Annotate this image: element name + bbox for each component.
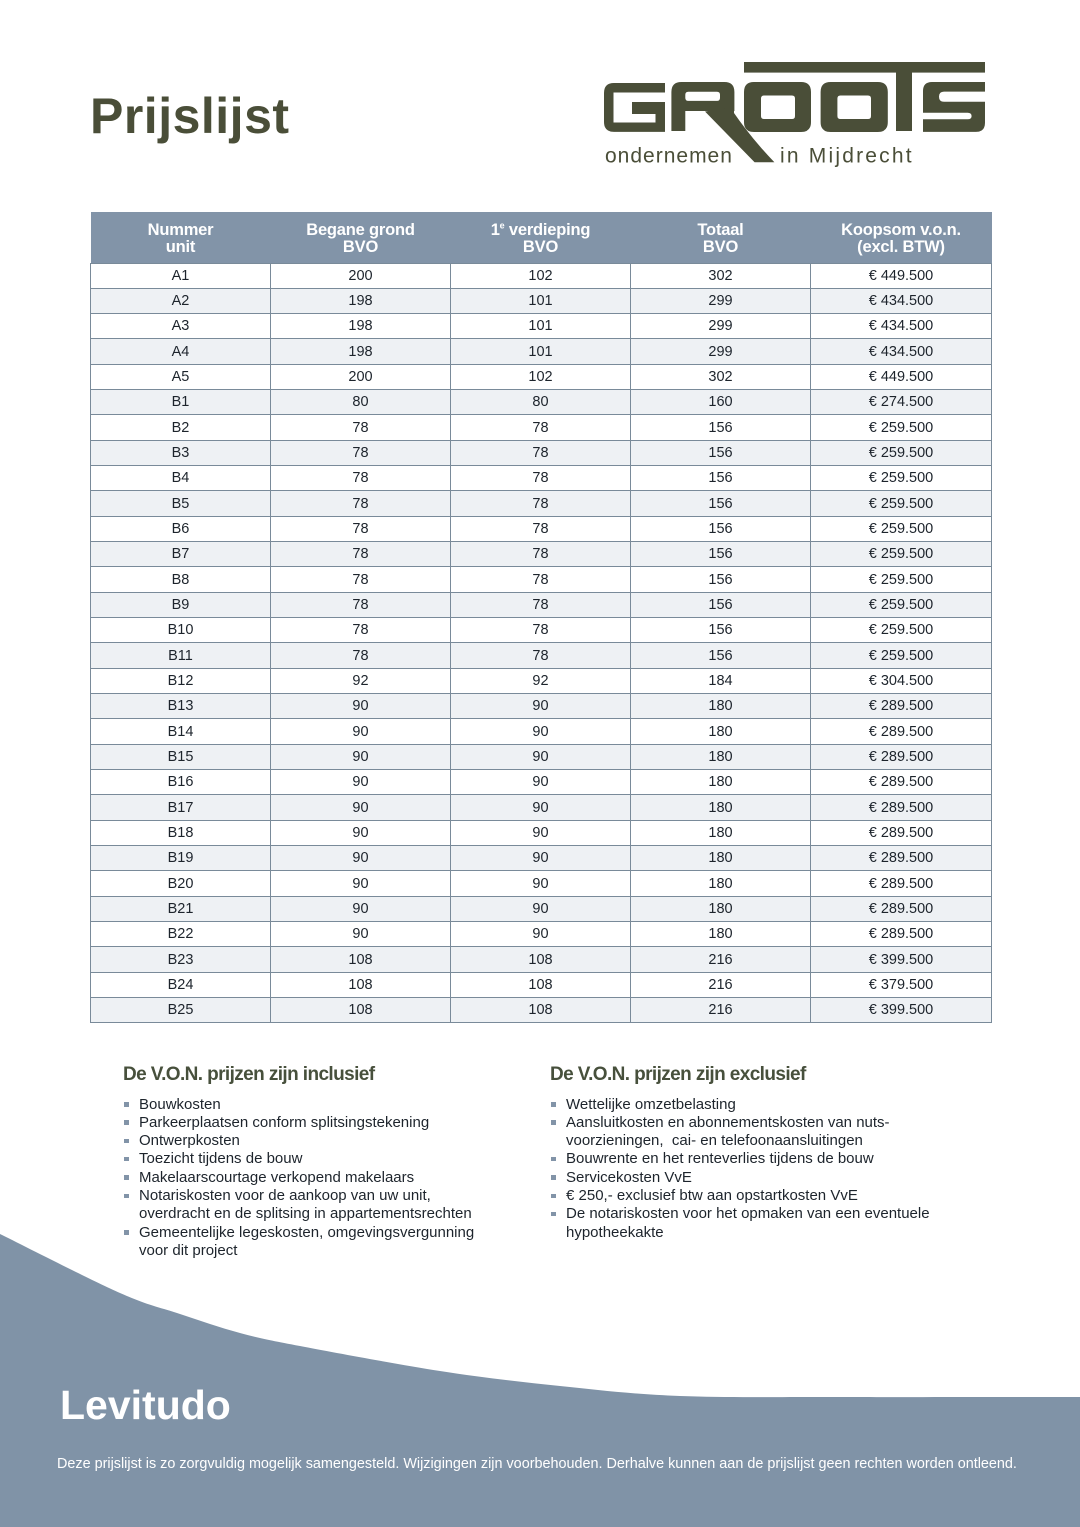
svg-text:ondernemen: ondernemen bbox=[605, 144, 733, 167]
svg-text:in Mijdrecht: in Mijdrecht bbox=[780, 144, 914, 167]
